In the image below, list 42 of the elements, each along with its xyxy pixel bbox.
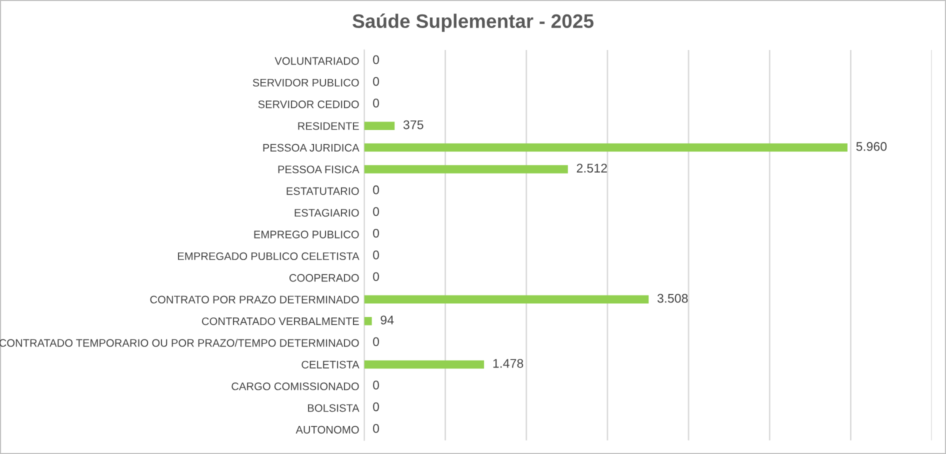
data-label: 0 <box>373 76 380 86</box>
bar <box>364 165 568 174</box>
data-label: 1.478 <box>493 358 524 368</box>
data-label: 0 <box>373 55 380 64</box>
bar <box>364 316 372 326</box>
y-tick-label: EMPREGO PUBLICO <box>254 230 359 238</box>
bar <box>364 295 649 304</box>
data-label: 0 <box>373 250 380 260</box>
y-tick-label: VOLUNTARIADO <box>274 57 359 65</box>
data-label: 0 <box>373 228 380 238</box>
y-tick-label: BOLSISTA <box>308 404 360 412</box>
data-label: 3.508 <box>657 294 688 303</box>
data-label: 0 <box>373 337 380 346</box>
y-tick-label: ESTATUTARIO <box>286 187 359 195</box>
y-tick-label: CONTRATADO VERBALMENTE <box>202 317 359 326</box>
data-label: 0 <box>373 272 380 282</box>
data-label: 5.960 <box>856 142 887 151</box>
data-label: 0 <box>373 380 380 390</box>
bar <box>364 122 395 130</box>
y-tick-label: COOPERADO <box>289 274 359 282</box>
chart-title: Saúde Suplementar - 2025 <box>352 14 594 32</box>
y-tick-label: ESTAGIARIO <box>294 208 359 217</box>
y-tick-label: CARGO COMISSIONADO <box>232 382 359 390</box>
y-tick-label: CELETISTA <box>302 360 360 368</box>
data-label: 0 <box>373 207 380 216</box>
data-label: 0 <box>373 402 380 412</box>
bar <box>364 143 848 152</box>
y-tick-label: CONTRATO POR PRAZO DETERMINADO <box>150 296 359 304</box>
bar <box>364 360 484 369</box>
data-label: 94 <box>380 316 394 324</box>
data-label: 2.512 <box>576 164 607 173</box>
y-tick-label: AUTONOMO <box>296 426 359 434</box>
y-tick-label: RESIDENTE <box>298 122 359 130</box>
y-tick-label: PESSOA JURIDICA <box>263 144 360 152</box>
data-label: 0 <box>373 98 380 108</box>
y-tick-label: PESSOA FISICA <box>278 166 360 174</box>
data-label: 0 <box>373 424 380 433</box>
y-tick-label: SERVIDOR PUBLICO <box>252 78 359 87</box>
data-label: 0 <box>373 185 380 194</box>
y-tick-label: SERVIDOR CEDIDO <box>258 100 359 108</box>
data-label: 375 <box>403 120 424 130</box>
y-tick-label: EMPREGADO PUBLICO CELETISTA <box>178 252 360 260</box>
